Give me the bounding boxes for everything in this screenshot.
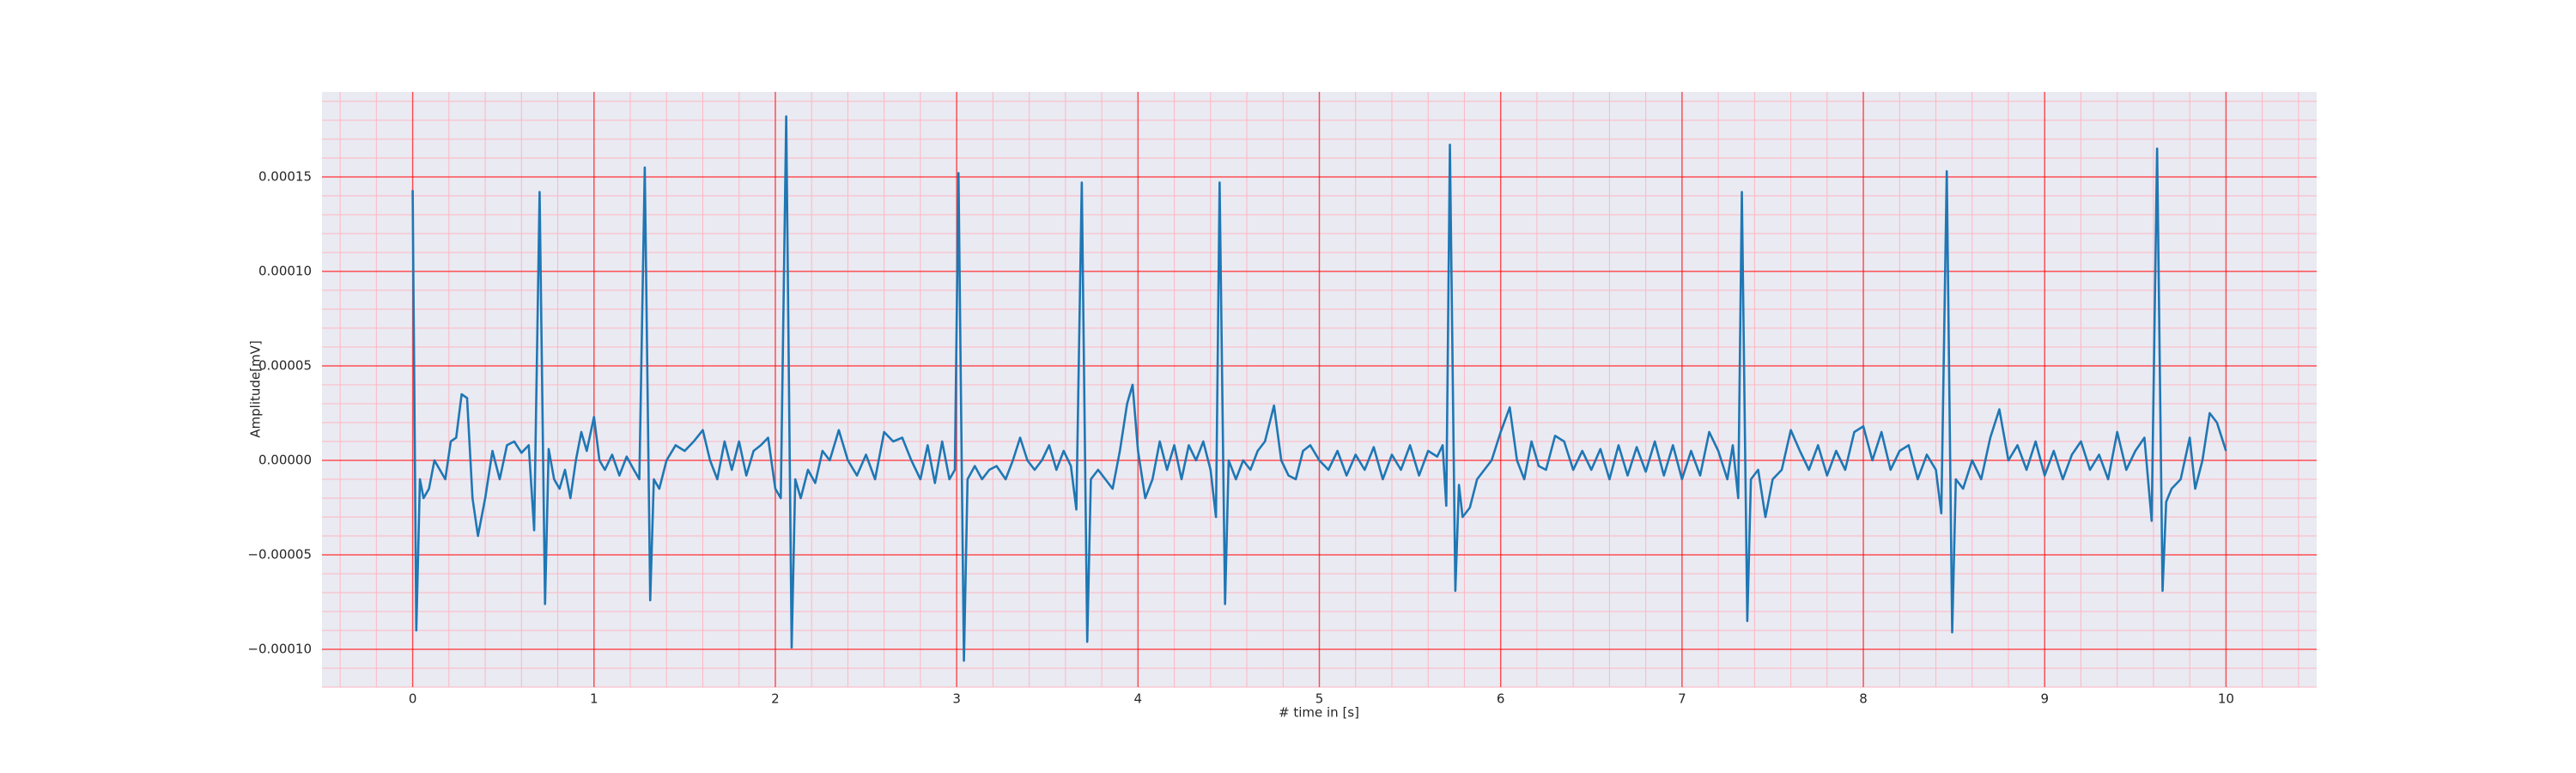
x-tick-label: 6 — [1497, 691, 1505, 707]
plot-area — [322, 92, 2317, 688]
y-tick-label: 0.00000 — [258, 453, 312, 468]
y-tick-label: 0.00010 — [258, 264, 312, 279]
x-tick-label: 5 — [1315, 691, 1324, 707]
y-tick-label: 0.00005 — [258, 358, 312, 374]
x-tick-label: 7 — [1678, 691, 1686, 707]
x-tick-label: 4 — [1134, 691, 1143, 707]
y-axis-label: Amplitude[mV] — [248, 340, 264, 437]
y-tick-label: −0.00005 — [247, 547, 312, 563]
x-tick-label: 8 — [1859, 691, 1868, 707]
x-tick-label: 2 — [771, 691, 780, 707]
x-tick-label: 10 — [2218, 691, 2234, 707]
x-tick-label: 3 — [952, 691, 961, 707]
signal-line — [411, 115, 2227, 662]
x-tick-label: 0 — [409, 691, 417, 707]
y-tick-label: 0.00015 — [258, 169, 312, 185]
x-tick-label: 9 — [2040, 691, 2049, 707]
x-tick-label: 1 — [590, 691, 598, 707]
y-tick-label: −0.00010 — [247, 642, 312, 657]
x-axis-label: # time in [s] — [1279, 705, 1359, 721]
